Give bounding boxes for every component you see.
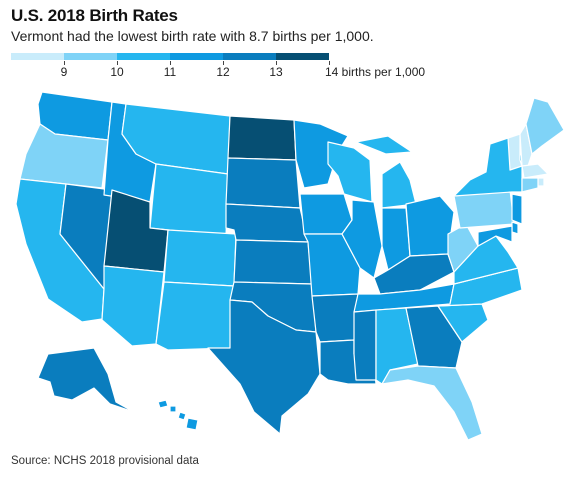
state-nj — [511, 193, 523, 225]
legend-label: 14 births per 1,000 — [325, 65, 426, 79]
state-wi — [327, 141, 373, 203]
legend-label: 12 — [216, 65, 230, 79]
state-az — [101, 265, 165, 347]
state-ne — [225, 203, 309, 243]
chart-title: U.S. 2018 Birth Rates — [11, 6, 178, 25]
state-or — [19, 123, 109, 189]
state-nh — [519, 123, 533, 167]
state-il — [341, 199, 383, 279]
state-wy — [149, 163, 229, 237]
state-fl — [381, 365, 483, 441]
legend-label: 9 — [60, 65, 68, 79]
legend-swatch — [276, 53, 329, 60]
state-ks — [233, 239, 313, 285]
state-hi — [157, 399, 199, 431]
state-co — [163, 229, 237, 287]
state-ia — [299, 193, 353, 235]
state-me — [525, 97, 565, 155]
legend-tick — [64, 61, 65, 65]
legend-swatch — [170, 53, 223, 60]
legend-tick — [276, 61, 277, 65]
legend-swatch — [11, 53, 64, 60]
us-map — [15, 91, 565, 441]
legend-swatch — [117, 53, 170, 60]
legend-label: 11 — [163, 65, 177, 79]
state-ct — [521, 177, 539, 193]
source-note: Source: NCHS 2018 provisional data — [11, 455, 199, 467]
legend-swatch — [64, 53, 117, 60]
state-ak — [37, 347, 135, 413]
legend-tick — [117, 61, 118, 65]
legend-swatch — [223, 53, 276, 60]
state-nd — [227, 115, 297, 161]
state-ri — [537, 177, 545, 187]
state-mi — [355, 135, 417, 209]
state-ma — [521, 163, 549, 179]
legend-tick — [329, 61, 330, 65]
legend-label: 13 — [269, 65, 283, 79]
state-md — [477, 225, 513, 247]
state-tx — [207, 299, 321, 435]
state-ar — [311, 293, 359, 343]
state-nm — [155, 281, 235, 351]
state-oh — [405, 195, 455, 257]
state-ms — [353, 309, 377, 381]
legend-tick — [223, 61, 224, 65]
legend: 9 10 11 12 13 14 births per 1,000 — [11, 53, 425, 79]
chart-subtitle: Vermont had the lowest birth rate with 8… — [11, 28, 374, 44]
legend-tick — [170, 61, 171, 65]
state-de — [511, 221, 519, 235]
legend-label: 10 — [110, 65, 124, 79]
state-sd — [225, 157, 301, 209]
state-vt — [507, 133, 523, 171]
